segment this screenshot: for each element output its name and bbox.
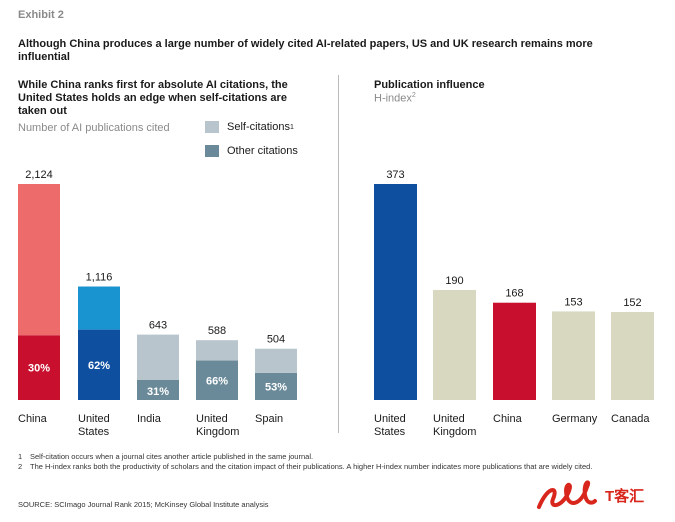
bar-total-label: 2,124 <box>25 169 53 181</box>
category-label: United <box>374 413 406 425</box>
bar-other-citations <box>18 335 60 400</box>
watermark-swash-icon <box>537 480 597 509</box>
page-title: Although China produces a large number o… <box>18 38 593 63</box>
bar <box>433 289 476 400</box>
legend-label: Other citations <box>227 145 298 157</box>
footnote-2: 2 The H-index ranks both the productivit… <box>18 462 658 472</box>
bar-other-citations <box>137 379 179 400</box>
bar-total-label: 1,116 <box>86 272 113 284</box>
watermark-logo: T客汇 <box>537 480 644 509</box>
bar-value-label: 190 <box>445 275 463 287</box>
category-label: United <box>433 413 465 425</box>
category-label: Kingdom <box>433 426 476 438</box>
category-label: China <box>18 413 48 425</box>
bar-self-citations <box>78 286 120 330</box>
bar-segment-label: 53% <box>265 381 287 393</box>
bar-segment-label: 30% <box>28 363 50 375</box>
legend-swatch-self <box>205 121 219 133</box>
legend-swatch-other <box>205 145 219 157</box>
bar <box>493 302 536 400</box>
bar-value-label: 153 <box>564 296 582 308</box>
footnote-text: Self-citation occurs when a journal cite… <box>30 452 314 461</box>
category-label: Spain <box>255 413 283 425</box>
category-label: Germany <box>552 413 598 425</box>
h-index-chart: 373UnitedStates190UnitedKingdom168China1… <box>374 169 654 438</box>
citations-chart: 2,12430%China1,11662%UnitedStates64331%I… <box>18 169 297 438</box>
category-label: United <box>78 413 110 425</box>
bar-value-label: 152 <box>623 297 641 309</box>
bar <box>611 311 654 400</box>
bar-self-citations <box>255 348 297 373</box>
bar <box>374 184 417 400</box>
category-label: States <box>78 426 110 438</box>
category-label: Kingdom <box>196 426 239 438</box>
bar-segment-label: 66% <box>206 375 228 387</box>
legend-other-citations: Other citations <box>205 145 298 157</box>
left-chart-subtitle: Number of AI publications cited <box>18 122 170 134</box>
category-label: India <box>137 413 162 425</box>
bar-self-citations <box>196 340 238 361</box>
category-label: United <box>196 413 228 425</box>
bar-segment-label: 62% <box>88 360 110 372</box>
footnote-1: 1 Self-citation occurs when a journal ci… <box>18 452 658 462</box>
category-label: China <box>493 413 523 425</box>
bar-other-citations <box>196 360 238 400</box>
bar-segment-label: 31% <box>147 386 169 398</box>
footnote-text: The H-index ranks both the productivity … <box>30 462 593 471</box>
bar-total-label: 588 <box>208 325 226 337</box>
watermark-text: T客汇 <box>605 487 644 505</box>
footnote-number: 1 <box>18 452 23 461</box>
panel-divider <box>338 75 339 433</box>
footnotes: 1 Self-citation occurs when a journal ci… <box>18 452 658 472</box>
legend-label: Self-citations <box>227 121 290 133</box>
footnote-number: 2 <box>18 462 23 471</box>
category-label: States <box>374 426 406 438</box>
bar <box>552 311 595 400</box>
h-index-label: H-index <box>374 92 412 105</box>
right-chart-title: Publication influence <box>374 79 485 91</box>
bar-value-label: 373 <box>386 169 404 181</box>
legend-self-citations: Self-citations 1 <box>205 121 294 133</box>
exhibit-label: Exhibit 2 <box>18 9 64 21</box>
bar-self-citations <box>137 334 179 380</box>
bar-other-citations <box>78 329 120 400</box>
category-label: Canada <box>611 413 650 425</box>
bar-total-label: 643 <box>149 320 167 332</box>
bar-value-label: 168 <box>505 288 523 300</box>
bar-total-label: 504 <box>267 334 285 346</box>
right-chart-subtitle: H-index2 <box>374 92 416 105</box>
left-chart-title: While China ranks first for absolute AI … <box>18 79 288 117</box>
h-index-footnote-mark: 2 <box>411 92 416 99</box>
legend-footnote-mark: 1 <box>289 123 294 131</box>
source-note: SOURCE: SCImago Journal Rank 2015; McKin… <box>18 500 269 509</box>
bar-other-citations <box>255 372 297 400</box>
bar-self-citations <box>18 184 60 336</box>
